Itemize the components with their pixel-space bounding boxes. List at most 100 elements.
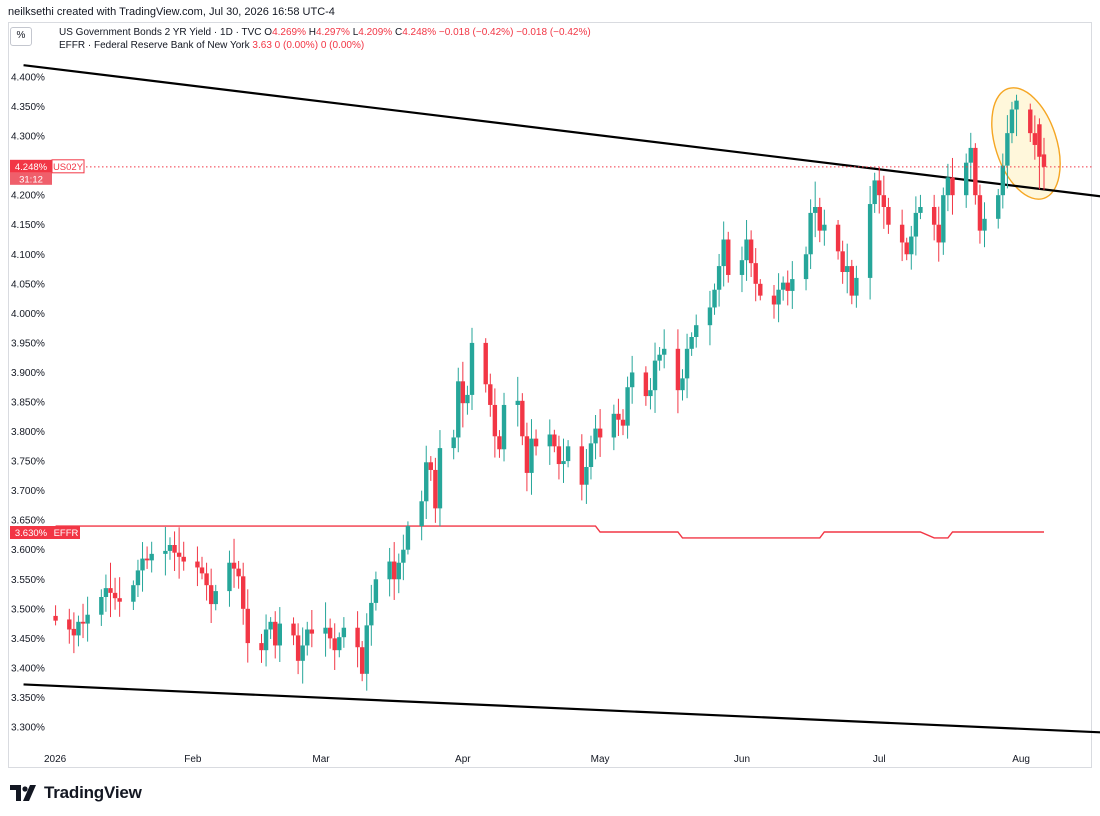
effr-ticker-label: EFFR <box>54 528 79 539</box>
candle-body <box>309 629 315 634</box>
candle-body <box>520 400 525 437</box>
candle-body <box>584 467 589 485</box>
candle-body <box>71 628 77 636</box>
tradingview-logo-text: TradingView <box>44 783 142 802</box>
candle-body <box>131 585 136 602</box>
candle-body <box>524 436 530 473</box>
y-tick-label: 3.550% <box>11 575 45 586</box>
legend-us02y-name: US Government Bonds 2 YR Yield · 1D · TV… <box>59 27 262 38</box>
y-tick-label: 4.050% <box>11 279 45 290</box>
y-tick-label: 3.600% <box>11 545 45 556</box>
candle-body <box>616 413 621 420</box>
candle-body <box>904 242 909 255</box>
candle-body <box>886 207 891 225</box>
legend-us02y[interactable]: US Government Bonds 2 YR Yield · 1D · TV… <box>59 27 591 38</box>
candle-body <box>424 462 429 502</box>
candle-body <box>744 239 749 261</box>
candle-body <box>625 387 630 426</box>
x-tick-label: Aug <box>1012 754 1030 765</box>
candle-body <box>977 195 983 231</box>
candle-body <box>387 561 392 580</box>
candle-body <box>428 462 434 470</box>
candle-body <box>204 573 209 586</box>
candle-body <box>433 469 438 509</box>
candle-body <box>144 558 150 561</box>
candle-body <box>163 550 168 554</box>
candle-body <box>1005 133 1010 166</box>
candle-body <box>854 277 859 296</box>
trendline-lower <box>23 683 1100 734</box>
candle-body <box>780 282 786 290</box>
legend-effr-value: 3.63 <box>252 40 272 51</box>
candle-body <box>419 501 424 527</box>
candle-body <box>652 360 658 391</box>
highlight-ellipse <box>991 87 1061 200</box>
y-tick-label: 3.500% <box>11 604 45 615</box>
tradingview-logo-icon <box>10 785 36 801</box>
candle-body <box>396 562 401 580</box>
candle-body <box>405 526 411 550</box>
candle-body <box>135 570 141 586</box>
tradingview-logo[interactable]: TradingView <box>10 782 142 804</box>
legend-change: −0.018 (−0.42%) <box>438 27 514 38</box>
candle-body <box>716 266 722 290</box>
candle-body <box>936 224 941 243</box>
candle-body <box>964 162 969 196</box>
y-tick-label: 3.350% <box>11 693 45 704</box>
candle-body <box>680 378 685 391</box>
candle-body <box>451 437 456 449</box>
candle-body <box>561 461 566 465</box>
candle-body <box>305 629 310 646</box>
candle-body <box>867 204 873 278</box>
y-tick-label: 3.750% <box>11 457 45 468</box>
x-tick-label: May <box>591 754 610 765</box>
candle-body <box>263 629 269 651</box>
candle-body <box>67 619 72 630</box>
candle-body <box>909 236 914 255</box>
candle-body <box>913 212 919 237</box>
candle-body <box>181 556 186 562</box>
legend-open: 4.269% <box>272 27 306 38</box>
y-tick-label: 3.650% <box>11 516 45 527</box>
ticker-tag <box>51 159 85 174</box>
candle-body <box>437 448 443 509</box>
candle-body <box>227 562 232 592</box>
candle-body <box>968 147 973 163</box>
candle-body <box>172 545 177 553</box>
candle-body <box>840 251 845 272</box>
candle-body <box>359 647 365 674</box>
candle-body <box>355 627 360 648</box>
x-tick-label: Apr <box>455 754 471 765</box>
y-tick-label: 3.950% <box>11 338 45 349</box>
candle-body <box>822 224 827 231</box>
x-tick-label: 2026 <box>44 754 67 765</box>
candle-body <box>392 561 397 580</box>
candle-body <box>931 207 937 225</box>
candle-body <box>808 212 813 255</box>
candle-body <box>629 372 635 388</box>
candle-body <box>877 180 882 196</box>
candle-body <box>327 627 333 639</box>
candle-body <box>565 446 571 462</box>
candle-body <box>103 588 109 597</box>
candle-body <box>689 337 694 349</box>
candle-body <box>918 207 923 213</box>
legend-effr[interactable]: EFFR · Federal Reserve Bank of New York … <box>59 40 364 51</box>
y-tick-label: 4.350% <box>11 102 45 113</box>
candle-body <box>497 436 502 450</box>
candle-body <box>268 621 273 630</box>
candle-body <box>556 446 562 465</box>
legend-low-key: L <box>352 27 359 38</box>
countdown-value: 31:12 <box>19 174 43 185</box>
candle-body <box>611 413 617 438</box>
candle-body <box>657 354 662 361</box>
percent-scale-button[interactable]: % <box>10 27 32 46</box>
candle-body <box>108 588 113 593</box>
candle-body <box>112 592 118 599</box>
y-tick-label: 3.300% <box>11 723 45 734</box>
x-tick-label: Mar <box>312 754 330 765</box>
legend-high: 4.297% <box>316 27 350 38</box>
candle-body <box>552 434 557 447</box>
candle-body <box>213 591 218 605</box>
